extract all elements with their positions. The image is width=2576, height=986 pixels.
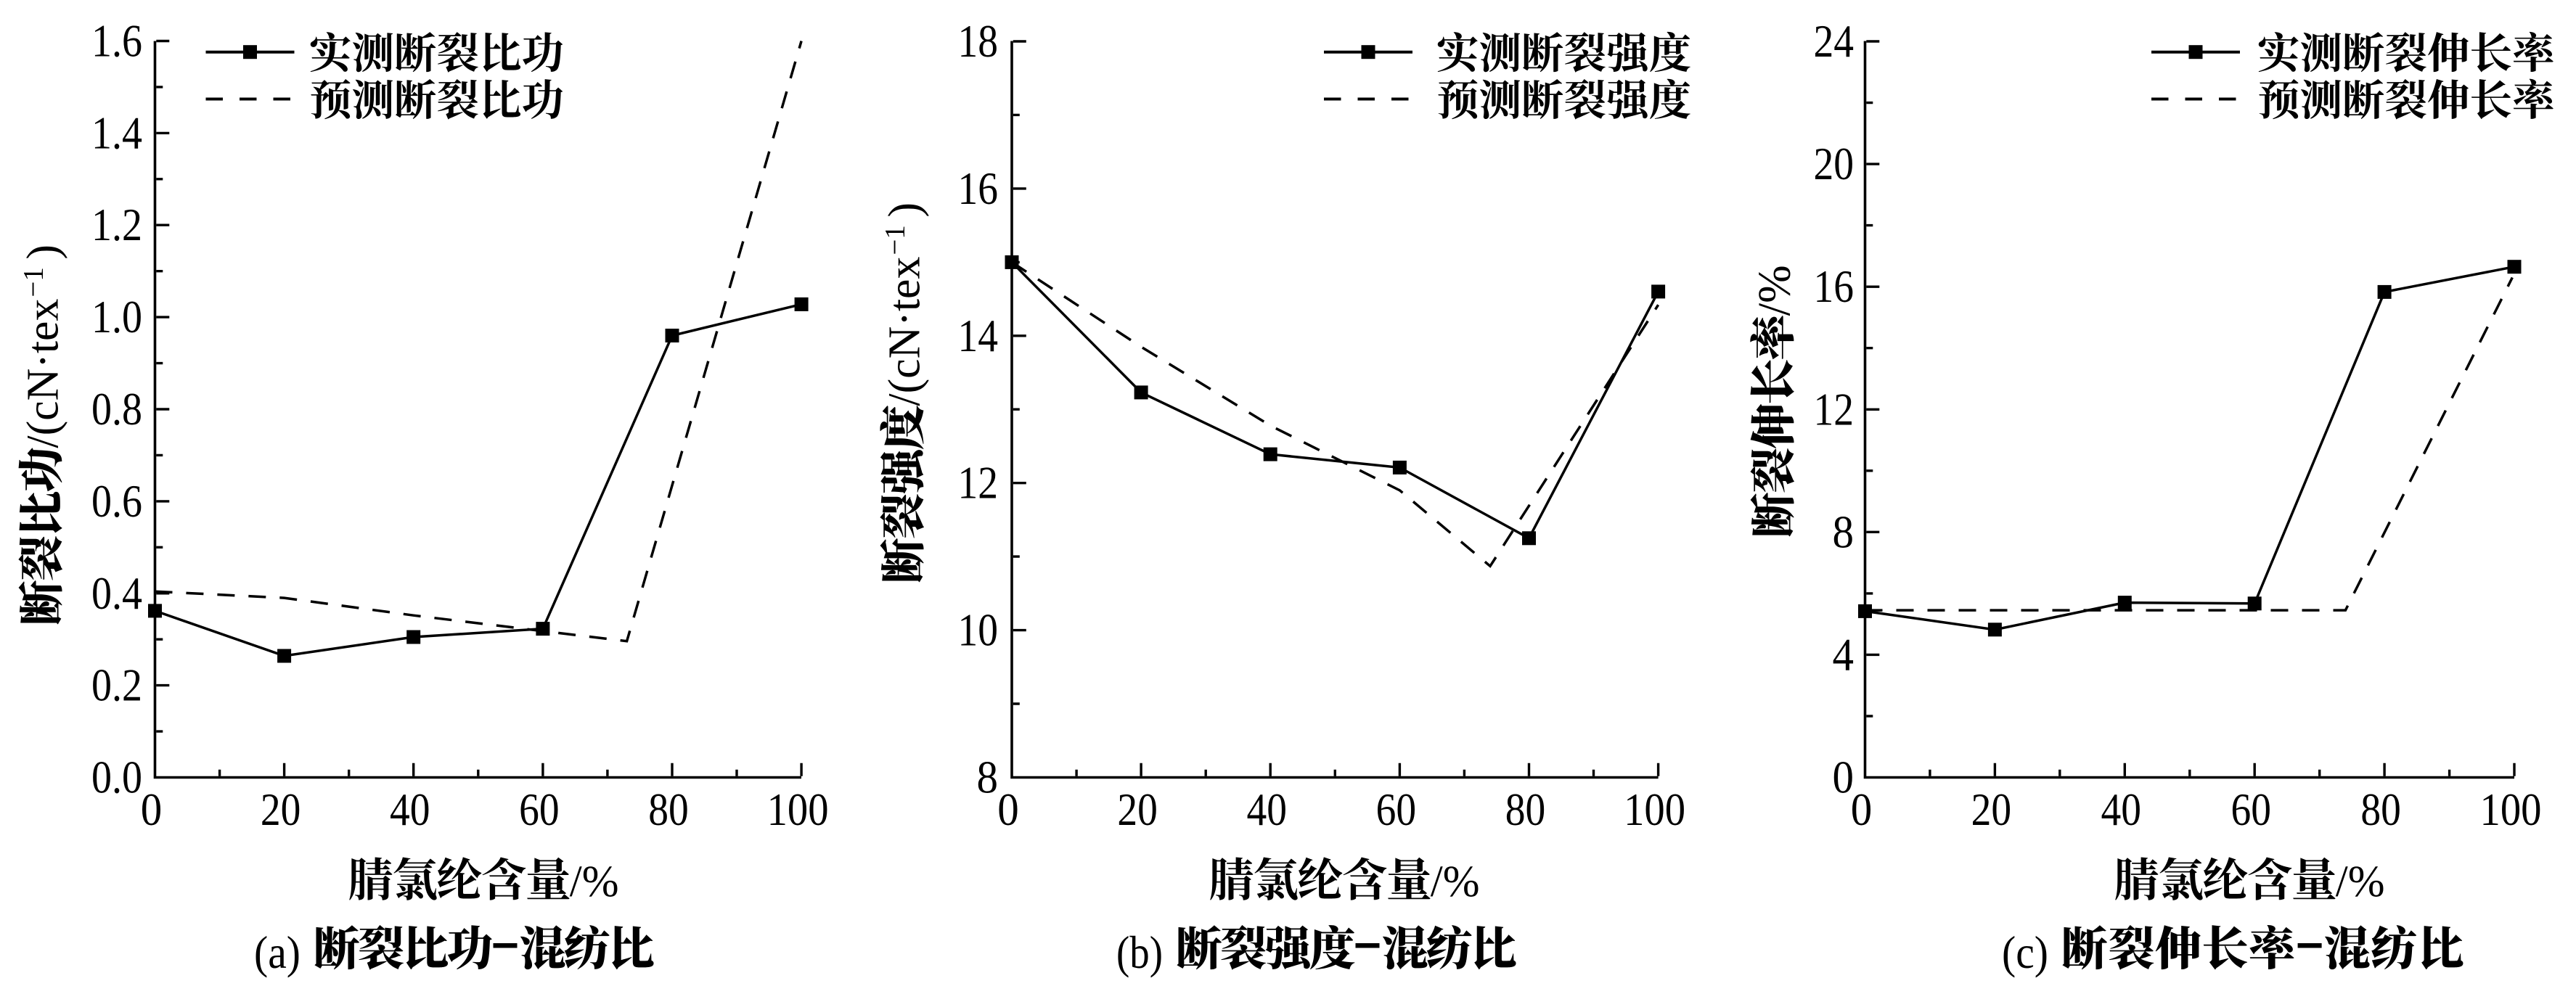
svg-text:0: 0	[141, 784, 163, 835]
svg-text:0.0: 0.0	[91, 752, 142, 803]
svg-text:1.4: 1.4	[91, 107, 142, 158]
svg-text:/(cN·tex: /(cN·tex	[19, 299, 68, 448]
svg-text:12: 12	[958, 458, 999, 509]
svg-text:1.0: 1.0	[91, 292, 142, 342]
svg-text:16: 16	[958, 163, 999, 214]
svg-text:10: 10	[958, 605, 999, 656]
svg-text:): )	[880, 202, 930, 218]
svg-text:−1: −1	[880, 225, 911, 255]
svg-text:20: 20	[1117, 784, 1158, 835]
svg-text:80: 80	[1505, 784, 1546, 835]
svg-text:20: 20	[1814, 139, 1855, 189]
svg-text:40: 40	[2101, 784, 2142, 835]
svg-text:(b): (b)	[1116, 927, 1163, 978]
svg-text:80: 80	[648, 784, 689, 835]
svg-text:(a): (a)	[254, 927, 300, 978]
svg-text:(c): (c)	[2002, 927, 2048, 978]
svg-text:0.8: 0.8	[91, 384, 142, 435]
svg-text:14: 14	[958, 311, 999, 361]
svg-text:18: 18	[958, 16, 999, 67]
svg-text:/%: /%	[1749, 265, 1800, 316]
svg-text:0.6: 0.6	[91, 476, 142, 527]
svg-text:0.2: 0.2	[91, 660, 142, 711]
svg-text:16: 16	[1814, 261, 1855, 312]
svg-text:): )	[19, 245, 68, 260]
svg-text:12: 12	[1814, 384, 1855, 435]
svg-text:1.6: 1.6	[91, 16, 142, 67]
svg-text:/%: /%	[1431, 858, 1480, 906]
svg-text:60: 60	[519, 784, 560, 835]
svg-text:40: 40	[390, 784, 430, 835]
svg-text:20: 20	[261, 784, 301, 835]
svg-text:/%: /%	[570, 858, 619, 906]
svg-text:−1: −1	[18, 267, 49, 297]
svg-text:60: 60	[1376, 784, 1417, 835]
svg-text:40: 40	[1246, 784, 1287, 835]
svg-text:/%: /%	[2336, 858, 2385, 906]
svg-text:8: 8	[977, 752, 999, 803]
svg-text:0: 0	[1851, 784, 1873, 835]
svg-text:0.4: 0.4	[91, 568, 142, 619]
svg-text:100: 100	[2480, 784, 2542, 835]
svg-text:24: 24	[1814, 16, 1855, 67]
svg-text:60: 60	[2231, 784, 2271, 835]
svg-text:0: 0	[1833, 752, 1855, 803]
svg-text:100: 100	[1624, 784, 1685, 835]
svg-text:/(cN·tex: /(cN·tex	[880, 257, 930, 406]
svg-text:4: 4	[1833, 629, 1855, 680]
svg-text:8: 8	[1833, 506, 1855, 557]
svg-text:0: 0	[997, 784, 1019, 835]
svg-text:80: 80	[2360, 784, 2401, 835]
svg-text:100: 100	[767, 784, 829, 835]
svg-text:20: 20	[1971, 784, 2012, 835]
svg-text:1.2: 1.2	[91, 200, 142, 250]
